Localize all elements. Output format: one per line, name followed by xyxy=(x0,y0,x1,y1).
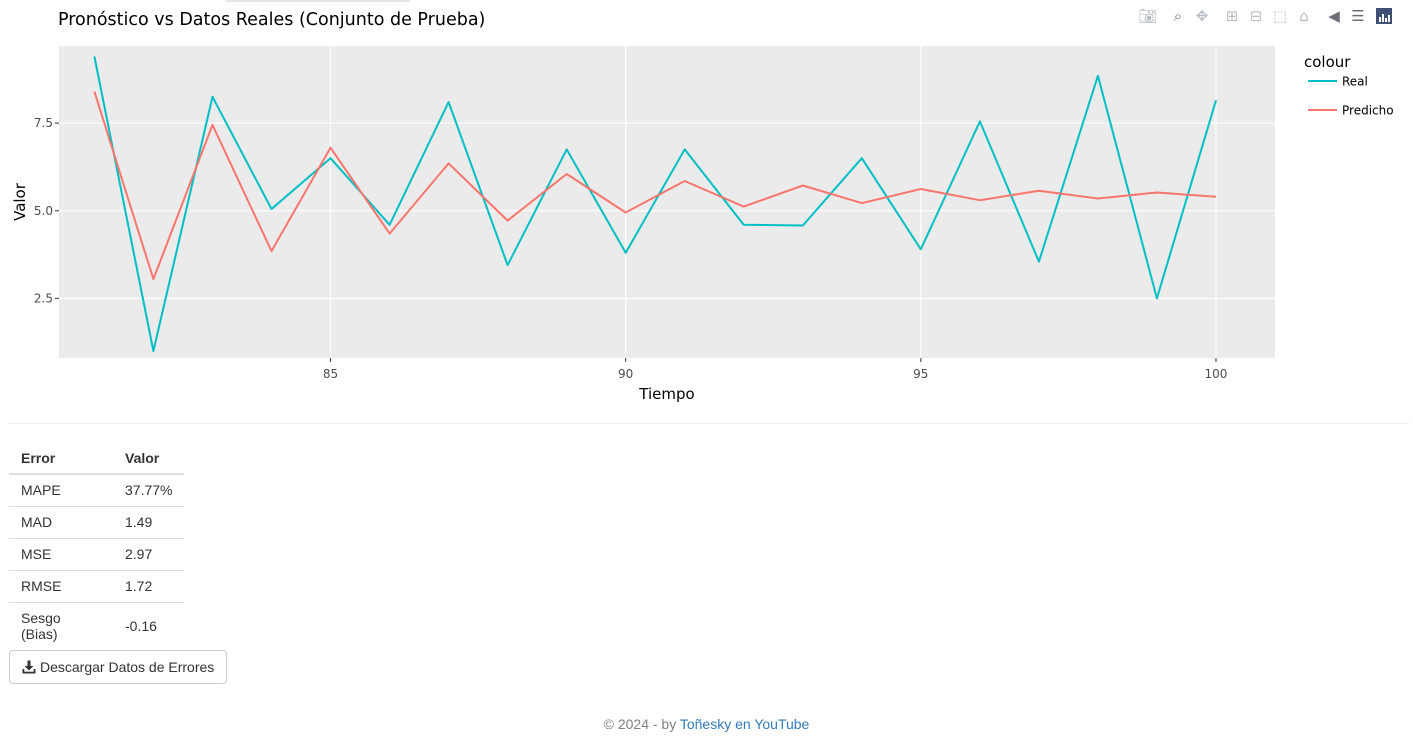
section-divider xyxy=(9,423,1409,424)
x-tick-label: 100 xyxy=(1205,367,1228,381)
metric-value: -0.16 xyxy=(125,618,157,634)
metric-value: 1.49 xyxy=(113,506,185,539)
spike-lines-icon[interactable]: ◀ xyxy=(1328,7,1340,25)
metric-name: Sesgo (Bias) xyxy=(21,610,61,642)
metric-name: RMSE xyxy=(9,570,113,603)
legend-label-real: Real xyxy=(1342,75,1368,89)
x-axis-label: Tiempo xyxy=(638,385,694,403)
table-row: MSE 2.97 xyxy=(9,538,185,571)
y-axis-label: Valor xyxy=(11,182,29,221)
series-line-real xyxy=(93,56,1217,352)
download-icon xyxy=(22,660,36,674)
forecast-chart[interactable]: 2.5 5.0 7.5 85 90 95 100 Pronóstico vs Datos Re… xyxy=(0,0,1413,410)
chart-modebar: 📷︎ ⌕ ✥ ⊞ ⊟ ⬚ ⌂ ◀ ☰ xyxy=(1136,6,1392,26)
compare-hover-icon[interactable]: ☰ xyxy=(1351,7,1365,25)
metric-name: MAD xyxy=(9,506,113,539)
table-header-row: Error Valor xyxy=(9,444,185,475)
x-tick-label: 90 xyxy=(618,367,633,381)
table-row: Sesgo (Bias) -0.16 xyxy=(9,603,184,651)
x-tick-label: 95 xyxy=(913,367,928,381)
metric-name: MSE xyxy=(9,538,113,571)
footer-copyright: © 2024 - by xyxy=(603,716,680,732)
zoom-in-icon[interactable]: ⊞ xyxy=(1225,7,1239,25)
plotly-logo-icon[interactable] xyxy=(1376,8,1392,24)
chart-title: Pronóstico vs Datos Reales (Conjunto de … xyxy=(58,10,485,30)
autoscale-icon[interactable]: ⬚ xyxy=(1272,7,1288,25)
chart-svg: 2.5 5.0 7.5 85 90 95 100 Pronóstico vs Datos Re… xyxy=(11,10,1394,403)
download-button-label: Descargar Datos de Errores xyxy=(40,659,215,675)
table-row: MAPE 37.77% xyxy=(9,474,185,507)
pan-icon[interactable]: ✥ xyxy=(1195,7,1209,25)
metric-value: 37.77% xyxy=(113,474,185,507)
y-tick-label: 5.0 xyxy=(34,204,53,218)
metric-value: 2.97 xyxy=(113,538,185,571)
error-metrics-table: Error Valor MAPE 37.77% MAD 1.49 MSE 2.9… xyxy=(9,444,185,651)
plot-panel xyxy=(59,46,1275,358)
table-row: RMSE 1.72 xyxy=(9,570,185,603)
metric-name: MAPE xyxy=(9,474,113,507)
zoom-icon[interactable]: ⌕ xyxy=(1173,7,1183,25)
footer: © 2024 - by Toñesky en YouTube xyxy=(0,716,1413,732)
footer-youtube-link[interactable]: Toñesky en YouTube xyxy=(679,716,810,732)
header-valor: Valor xyxy=(113,444,185,475)
metric-value: 1.72 xyxy=(113,570,185,603)
x-tick-label: 85 xyxy=(323,367,338,381)
download-errors-button[interactable]: Descargar Datos de Errores xyxy=(9,650,228,684)
tab-strip-rule xyxy=(225,0,410,2)
header-error: Error xyxy=(9,444,113,475)
zoom-out-icon[interactable]: ⊟ xyxy=(1249,7,1263,25)
y-tick-label: 2.5 xyxy=(34,291,53,305)
series-line-predicho xyxy=(93,91,1217,281)
y-tick-label: 7.5 xyxy=(34,116,53,130)
reset-axes-icon[interactable]: ⌂ xyxy=(1299,7,1309,25)
table-row: MAD 1.49 xyxy=(9,506,185,539)
legend-title: colour xyxy=(1304,53,1351,71)
legend-label-predicho: Predicho xyxy=(1342,104,1394,118)
camera-icon[interactable]: 📷︎ xyxy=(1138,7,1158,25)
